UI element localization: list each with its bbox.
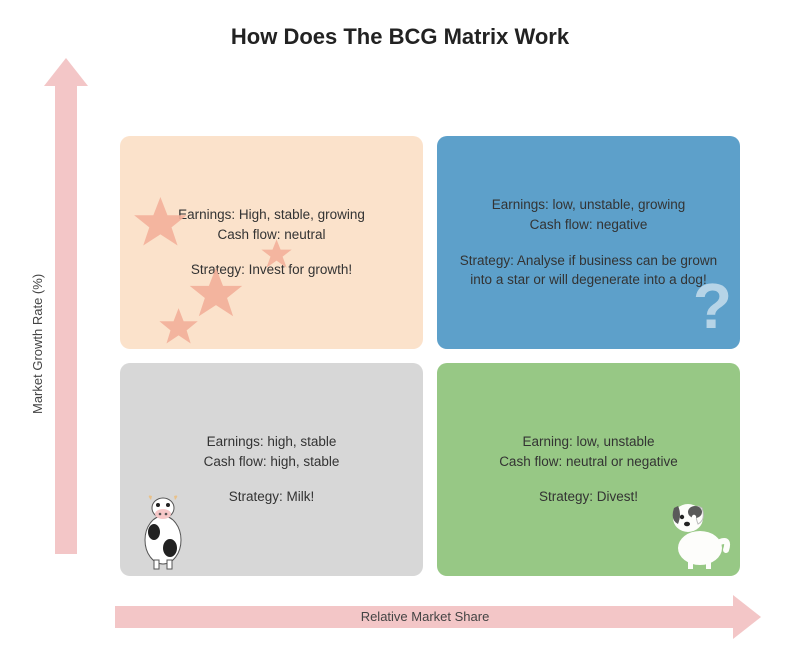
page-title: How Does The BCG Matrix Work [0,24,800,50]
x-axis-arrow: Relative Market Share [115,606,735,628]
quadrant-question: Earnings: low, unstable, growing Cash fl… [437,136,740,349]
question-strategy: Strategy: Analyse if business can be gro… [457,251,720,290]
dog-icon [660,490,732,570]
star-earnings: Earnings: High, stable, growing [140,205,403,225]
question-earnings: Earnings: low, unstable, growing [457,195,720,215]
y-axis-arrow [55,84,77,554]
y-axis-label: Market Growth Rate (%) [30,274,45,414]
star-strategy: Strategy: Invest for growth! [140,260,403,280]
star-cashflow: Cash flow: neutral [140,225,403,245]
dog-earnings: Earning: low, unstable [457,432,720,452]
cow-cashflow: Cash flow: high, stable [140,452,403,472]
bcg-matrix-grid: Earnings: High, stable, growing Cash flo… [120,136,740,576]
dog-cashflow: Cash flow: neutral or negative [457,452,720,472]
quadrant-star: Earnings: High, stable, growing Cash flo… [120,136,423,349]
question-cashflow: Cash flow: negative [457,215,720,235]
x-axis-label: Relative Market Share [361,609,490,624]
quadrant-dog: Earning: low, unstable Cash flow: neutra… [437,363,740,576]
cow-earnings: Earnings: high, stable [140,432,403,452]
quadrant-cow: Earnings: high, stable Cash flow: high, … [120,363,423,576]
cow-icon [134,490,192,570]
